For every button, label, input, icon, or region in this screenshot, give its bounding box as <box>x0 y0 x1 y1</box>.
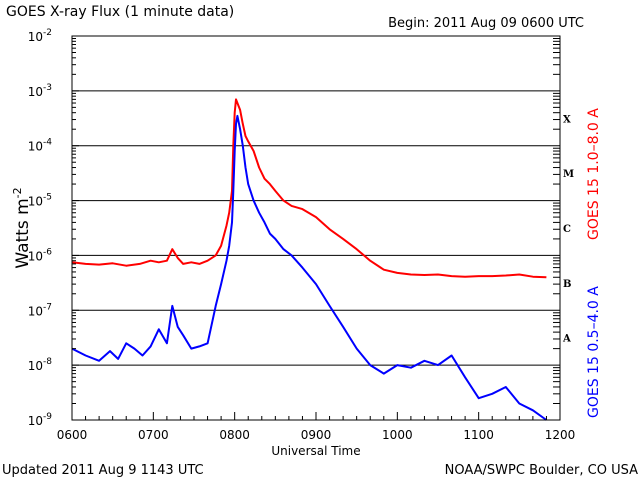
legend-long-channel: GOES 15 1.0–8.0 A <box>586 108 602 240</box>
y-tick-label: 10-9 <box>28 412 53 428</box>
grid-lines <box>72 35 560 421</box>
flare-class-b: B <box>563 279 571 290</box>
series-line-long-channel <box>71 98 547 279</box>
credit: NOAA/SWPC Boulder, CO USA <box>445 463 638 478</box>
legend-short-channel: GOES 15 0.5–4.0 A <box>586 286 602 418</box>
x-axis-label: Universal Time <box>271 444 360 458</box>
series-line-short-channel <box>71 114 547 421</box>
flare-class-c: C <box>563 224 571 235</box>
flare-class-a: A <box>562 334 571 345</box>
x-tick-label: 0900 <box>301 428 332 442</box>
series-lines <box>71 98 547 421</box>
y-axis-label-base: Watts m <box>13 198 33 268</box>
y-tick-label: 10-2 <box>28 28 52 44</box>
y-tick-label: 10-4 <box>28 138 53 154</box>
y-tick-label: 10-7 <box>28 302 52 318</box>
flare-class-m: M <box>563 169 574 180</box>
x-axis-ticks: 0600 0700 0800 0900 1000 1100 1200 <box>57 412 576 442</box>
flare-class-x: X <box>563 114 571 125</box>
minor-ticks <box>553 38 560 404</box>
updated-time: Updated 2011 Aug 9 1143 UTC <box>2 463 204 478</box>
y-tick-label: 10-6 <box>28 247 53 263</box>
y-tick-label: 10-8 <box>28 357 53 373</box>
flare-class-labels: X M C B A <box>562 114 574 344</box>
x-tick-label: 0700 <box>138 428 169 442</box>
y-axis-label: Watts m-2 <box>11 187 33 268</box>
y-axis-label-sup: -2 <box>11 187 24 198</box>
x-tick-label: 0800 <box>219 428 250 442</box>
y-tick-label: 10-3 <box>28 83 52 99</box>
plot-frame <box>71 35 561 421</box>
y-tick-label: 10-5 <box>28 193 52 209</box>
x-tick-label: 1000 <box>382 428 413 442</box>
x-tick-label: 1100 <box>463 428 494 442</box>
x-tick-label: 1200 <box>545 428 576 442</box>
y-axis-ticks: 10-2 10-3 10-4 10-5 10-6 10-7 10-8 10-9 <box>28 28 79 428</box>
chart-title: GOES X-ray Flux (1 minute data) <box>6 4 234 20</box>
x-tick-label: 0600 <box>57 428 88 442</box>
begin-time: Begin: 2011 Aug 09 0600 UTC <box>388 16 584 31</box>
